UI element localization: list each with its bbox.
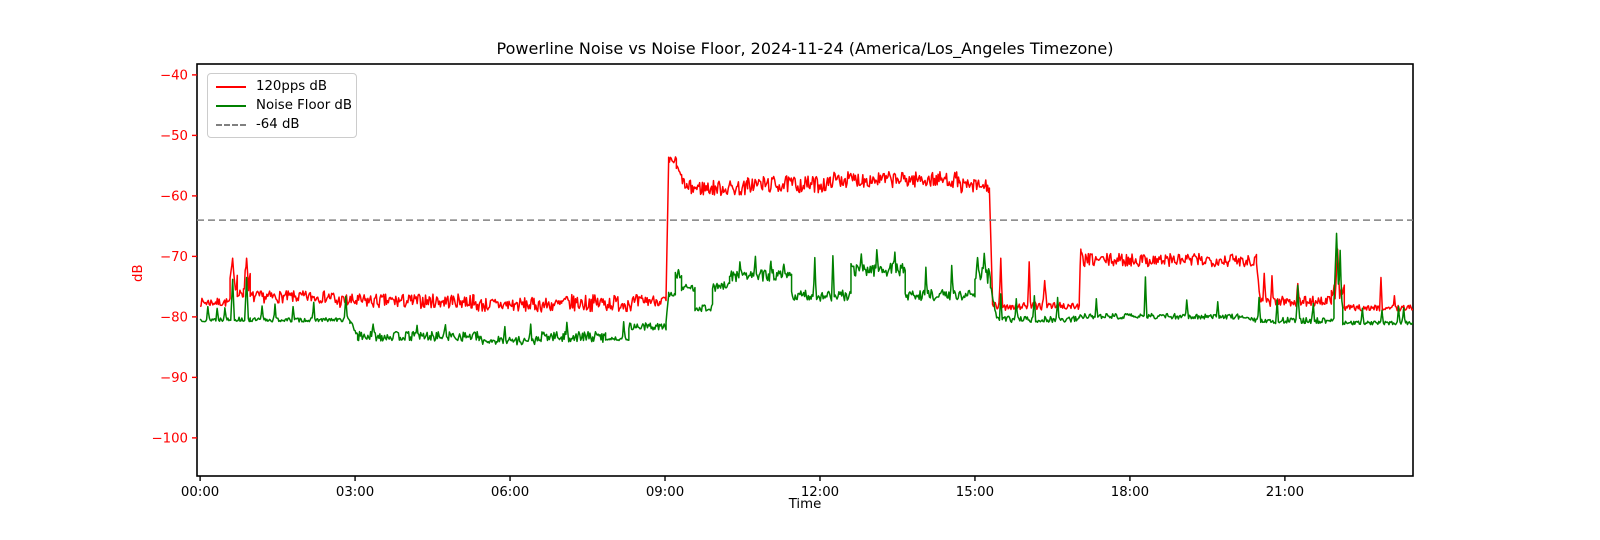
y-tick-label: −70	[160, 250, 188, 265]
y-tick-label: −50	[160, 129, 188, 144]
x-tick-label: 15:00	[956, 485, 994, 500]
legend-item-threshold: -64 dB	[216, 115, 348, 134]
legend-dashed-line-icon-threshold	[216, 123, 246, 126]
series-line-noise-floor	[199, 232, 1413, 346]
y-tick-label: −100	[151, 431, 188, 446]
legend-line-icon-noise-floor	[216, 104, 246, 107]
series-line-120pps	[199, 156, 1413, 313]
x-tick-label: 06:00	[491, 485, 529, 500]
y-tick-label: −40	[160, 68, 188, 83]
x-tick-label: 21:00	[1266, 485, 1304, 500]
y-tick-label: −60	[160, 189, 188, 204]
x-tick-label: 03:00	[336, 485, 374, 500]
legend-line-icon-120pps	[216, 85, 246, 88]
legend-item-noise-floor: Noise Floor dB	[216, 96, 352, 115]
x-axis-label: Time	[788, 497, 822, 512]
y-axis-label: dB	[131, 264, 146, 282]
legend-label-120pps: 120pps dB	[256, 79, 327, 94]
x-tick-label: 12:00	[801, 485, 839, 500]
x-tick-label: 18:00	[1111, 485, 1149, 500]
x-tick-label: 00:00	[181, 485, 219, 500]
legend-item-120pps: 120pps dB	[216, 77, 348, 96]
legend-label-noise-floor: Noise Floor dB	[256, 98, 352, 113]
axes-spines	[196, 63, 1414, 477]
y-tick-label: −90	[160, 371, 188, 386]
legend: 120pps dB Noise Floor dB -64 dB	[207, 73, 357, 138]
legend-label-threshold: -64 dB	[256, 117, 300, 132]
y-tick-label: −80	[160, 310, 188, 325]
chart-title: Powerline Noise vs Noise Floor, 2024-11-…	[496, 39, 1114, 58]
x-tick-label: 09:00	[646, 485, 684, 500]
